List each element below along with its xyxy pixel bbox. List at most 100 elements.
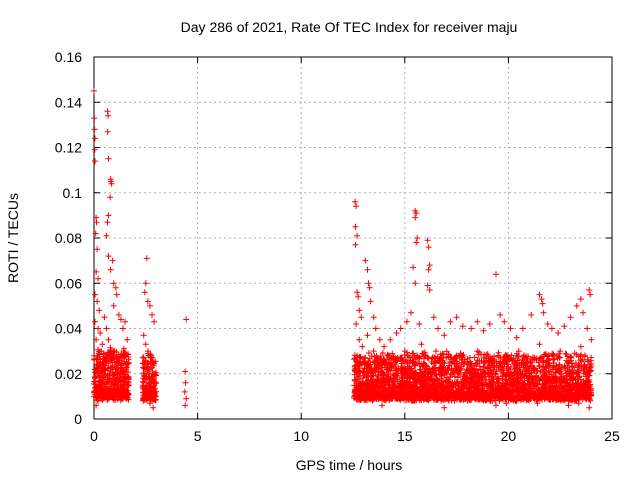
data-point bbox=[587, 389, 593, 396]
data-point bbox=[372, 368, 379, 375]
data-point bbox=[536, 341, 543, 348]
data-point bbox=[555, 395, 562, 402]
data-point bbox=[389, 395, 396, 402]
data-point bbox=[445, 382, 452, 389]
data-point bbox=[183, 316, 190, 323]
data-point bbox=[507, 325, 514, 332]
data-point bbox=[117, 316, 124, 323]
data-point bbox=[140, 332, 147, 339]
data-point bbox=[440, 392, 447, 399]
data-point bbox=[147, 354, 154, 360]
data-point bbox=[514, 372, 520, 379]
data-point bbox=[502, 376, 509, 383]
data-point bbox=[379, 350, 386, 356]
data-point bbox=[354, 289, 361, 296]
data-point bbox=[123, 394, 129, 401]
data-point bbox=[567, 357, 574, 364]
data-point bbox=[96, 378, 103, 385]
data-point bbox=[544, 321, 551, 327]
data-point bbox=[529, 376, 536, 383]
data-point bbox=[545, 395, 552, 401]
data-point bbox=[528, 388, 535, 395]
data-point bbox=[143, 392, 150, 399]
data-point bbox=[580, 309, 586, 316]
data-point bbox=[454, 363, 461, 370]
data-point bbox=[440, 351, 447, 358]
data-point bbox=[445, 366, 452, 373]
data-point bbox=[92, 158, 98, 165]
data-point bbox=[495, 352, 501, 359]
data-point bbox=[408, 388, 415, 395]
data-point bbox=[426, 262, 433, 269]
data-point bbox=[104, 128, 111, 135]
data-point bbox=[110, 387, 117, 394]
data-point bbox=[545, 360, 552, 366]
data-point bbox=[432, 348, 439, 355]
data-point bbox=[356, 307, 363, 314]
data-point bbox=[122, 375, 129, 382]
data-point bbox=[105, 112, 112, 119]
y-tick-label: 0.02 bbox=[55, 366, 82, 382]
data-point bbox=[121, 352, 127, 359]
data-point bbox=[570, 393, 577, 399]
data-point bbox=[142, 366, 149, 373]
data-point bbox=[469, 383, 476, 389]
data-point bbox=[430, 377, 436, 384]
data-point bbox=[92, 230, 99, 237]
data-point bbox=[124, 336, 131, 343]
data-point bbox=[395, 370, 402, 377]
x-tick-label: 0 bbox=[90, 428, 98, 444]
data-point bbox=[93, 402, 100, 409]
data-point bbox=[364, 332, 371, 339]
data-point bbox=[99, 341, 106, 348]
data-point bbox=[422, 352, 428, 358]
data-point bbox=[526, 383, 533, 390]
data-point bbox=[96, 364, 102, 371]
data-point bbox=[425, 266, 432, 273]
data-point bbox=[563, 377, 570, 384]
data-point bbox=[499, 371, 506, 377]
data-point bbox=[499, 363, 506, 370]
data-point bbox=[543, 377, 550, 384]
data-point bbox=[93, 336, 100, 343]
axis-ticks: 0 5 10 15 20 25 0 0.02 0.04 0.06 0.08 0.1 0.12 0.14 0.… bbox=[55, 49, 620, 444]
data-point bbox=[478, 358, 485, 365]
data-point bbox=[361, 358, 367, 365]
data-point bbox=[429, 383, 436, 390]
data-point bbox=[412, 369, 419, 376]
data-point bbox=[380, 375, 387, 382]
data-point bbox=[356, 336, 363, 343]
data-point bbox=[574, 386, 581, 393]
data-point bbox=[541, 352, 547, 358]
data-point bbox=[381, 379, 388, 386]
data-point bbox=[576, 363, 583, 370]
data-point bbox=[354, 232, 361, 239]
data-point bbox=[552, 383, 559, 390]
data-point bbox=[474, 359, 481, 366]
data-point bbox=[503, 392, 509, 399]
data-point bbox=[538, 296, 545, 303]
data-point bbox=[586, 367, 593, 374]
data-point bbox=[359, 343, 366, 350]
data-point bbox=[101, 314, 108, 321]
data-point bbox=[472, 386, 479, 393]
data-point bbox=[444, 385, 451, 392]
data-point bbox=[95, 397, 102, 404]
data-point bbox=[183, 395, 190, 402]
data-point bbox=[383, 396, 390, 403]
data-point bbox=[498, 366, 505, 373]
data-point bbox=[441, 404, 448, 411]
data-point bbox=[148, 352, 154, 359]
data-point bbox=[385, 367, 392, 374]
data-point bbox=[512, 365, 519, 372]
data-point bbox=[519, 392, 526, 399]
data-point bbox=[398, 374, 405, 381]
data-point bbox=[415, 395, 422, 401]
data-point bbox=[491, 353, 498, 360]
x-tick-label: 10 bbox=[293, 428, 309, 444]
data-point bbox=[437, 356, 444, 363]
data-point bbox=[123, 366, 130, 373]
data-point bbox=[424, 391, 431, 397]
data-point bbox=[387, 336, 394, 343]
data-point bbox=[410, 264, 417, 271]
